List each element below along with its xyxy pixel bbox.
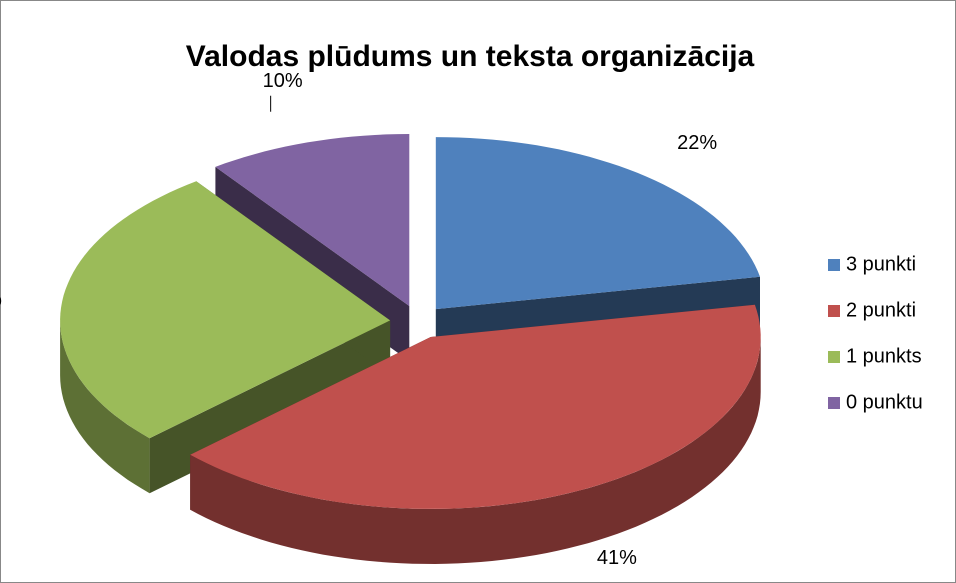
pie-slice [215,134,410,306]
chart-title: Valodas plūdums un teksta organizācija [186,40,755,73]
legend-swatch [828,259,840,271]
legend-swatch [828,351,840,363]
data-label: 10% [263,70,303,92]
pie-slice [60,181,391,439]
pie-slice [435,137,760,310]
data-label: 27% [0,288,2,310]
data-label: 41% [597,547,637,569]
data-label: 22% [677,132,717,154]
legend-label: 1 punkts [846,345,922,367]
legend-label: 3 punkti [846,253,916,275]
legend-label: 2 punkti [846,299,916,321]
legend-swatch [828,305,840,317]
slice-outer-wall [190,337,761,564]
slice-outer-wall [60,320,150,494]
pie-slice [190,304,761,509]
legend-swatch [828,397,840,409]
legend-label: 0 punktu [846,391,923,413]
